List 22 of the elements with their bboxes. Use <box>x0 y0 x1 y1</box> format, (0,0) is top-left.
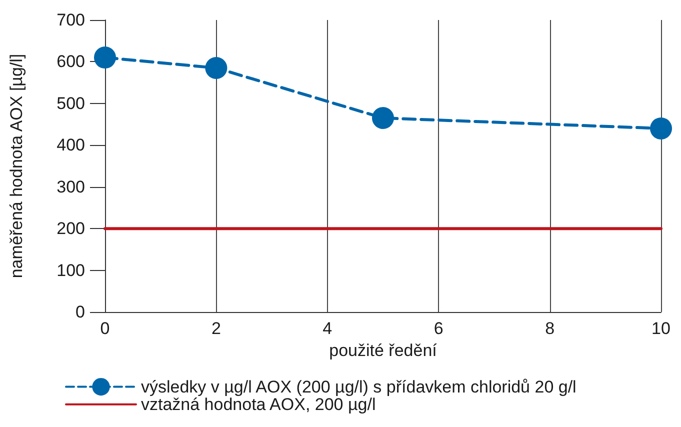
point <box>650 117 672 140</box>
point <box>205 56 228 79</box>
y-tick-label: 400 <box>56 136 85 155</box>
x-tick-label: 0 <box>100 319 110 338</box>
x-tick-label: 6 <box>434 319 444 338</box>
point <box>372 107 394 130</box>
y-tick-label: 200 <box>56 219 85 238</box>
legend-label: výsledky v µg/l AOX (200 µg/l) s přídavkem chloridů 20 g/l <box>141 377 576 396</box>
y-axis-title: naměřená hodnota AOX [µg/l] <box>7 54 26 278</box>
legend-label: vztažná hodnota AOX, 200 µg/l <box>141 394 376 414</box>
y-tick-label: 600 <box>56 52 85 72</box>
x-tick-label: 10 <box>652 319 670 338</box>
point <box>94 46 116 69</box>
x-tick-label: 2 <box>211 319 221 338</box>
x-tick-label: 8 <box>545 319 555 338</box>
y-tick-label: 700 <box>56 10 85 30</box>
x-axis-title: použité ředění <box>329 340 438 360</box>
y-tick-label: 300 <box>56 177 85 196</box>
y-tick-label: 0 <box>76 302 85 322</box>
y-tick-label: 500 <box>56 94 85 113</box>
x-tick-label: 4 <box>322 319 332 338</box>
y-tick-label: 100 <box>56 260 85 280</box>
